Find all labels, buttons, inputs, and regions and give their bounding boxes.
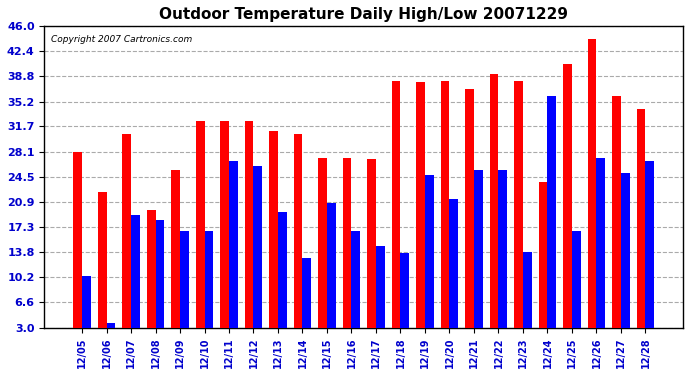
Bar: [425, 175, 433, 349]
Text: Copyright 2007 Cartronics.com: Copyright 2007 Cartronics.com: [51, 35, 192, 44]
Bar: [351, 231, 360, 349]
Bar: [588, 39, 596, 349]
Bar: [122, 134, 131, 349]
Bar: [220, 121, 229, 349]
Title: Outdoor Temperature Daily High/Low 20071229: Outdoor Temperature Daily High/Low 20071…: [159, 7, 569, 22]
Bar: [131, 215, 139, 349]
Bar: [400, 253, 409, 349]
Bar: [645, 160, 654, 349]
Bar: [73, 152, 82, 349]
Bar: [392, 81, 400, 349]
Bar: [474, 170, 482, 349]
Bar: [245, 121, 253, 349]
Bar: [171, 170, 180, 349]
Bar: [498, 170, 507, 349]
Bar: [449, 198, 458, 349]
Bar: [106, 324, 115, 349]
Bar: [539, 182, 547, 349]
Bar: [269, 131, 278, 349]
Bar: [155, 220, 164, 349]
Bar: [253, 166, 262, 349]
Bar: [416, 82, 425, 349]
Bar: [318, 158, 327, 349]
Bar: [278, 212, 286, 349]
Bar: [367, 159, 376, 349]
Bar: [204, 231, 213, 349]
Bar: [596, 158, 605, 349]
Bar: [523, 252, 531, 349]
Bar: [327, 203, 335, 349]
Bar: [613, 96, 621, 349]
Bar: [180, 231, 188, 349]
Bar: [302, 258, 311, 349]
Bar: [196, 121, 204, 349]
Bar: [82, 276, 90, 349]
Bar: [147, 210, 155, 349]
Bar: [637, 109, 645, 349]
Bar: [465, 89, 474, 349]
Bar: [229, 160, 237, 349]
Bar: [514, 81, 523, 349]
Bar: [547, 96, 556, 349]
Bar: [343, 158, 351, 349]
Bar: [564, 64, 572, 349]
Bar: [621, 173, 629, 349]
Bar: [294, 134, 302, 349]
Bar: [572, 231, 580, 349]
Bar: [376, 246, 384, 349]
Bar: [98, 192, 106, 349]
Bar: [490, 74, 498, 349]
Bar: [441, 81, 449, 349]
